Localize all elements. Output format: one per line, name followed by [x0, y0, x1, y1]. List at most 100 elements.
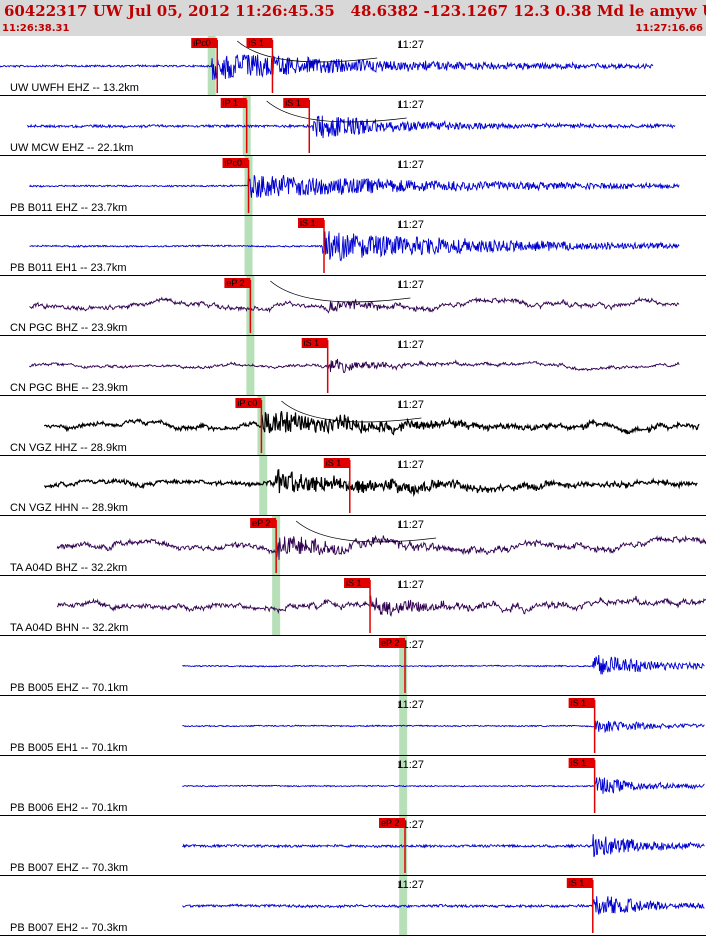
time-tick-label: 11:27 [397, 579, 424, 591]
station-label: PB B007 EHZ -- 70.3km [10, 862, 128, 874]
pick-flag [379, 638, 406, 648]
pick-flag [568, 758, 595, 768]
trace-panel: 11:27 iS 1 CN PGC BHE -- 23.9km [0, 338, 706, 396]
moveout-curve [266, 100, 407, 123]
header-bar: 60422317 UW Jul 05, 2012 11:26:45.35 48.… [0, 0, 706, 36]
waveform-trace [29, 296, 680, 314]
pick-label: iS 1 [571, 698, 587, 708]
time-tick-label: 11:27 [397, 339, 424, 351]
pick-label: iS 1 [304, 338, 320, 348]
pick-label: iS 1 [300, 218, 316, 228]
pick-flag [566, 878, 593, 888]
trace-panel: 11:27 eP 2 CN PGC BHZ -- 23.9km [0, 278, 706, 336]
trace-panel: 11:27 iS 1 PB B005 EH1 -- 70.1km [0, 698, 706, 756]
waveform-trace [182, 720, 705, 734]
pick-flag [250, 518, 277, 528]
pick-flag [191, 38, 218, 48]
pick-flag [379, 818, 406, 828]
trace-panel: 11:27 iPc0 PB B011 EHZ -- 23.7km [0, 158, 706, 216]
pick-flag [344, 578, 371, 588]
seismogram-panels: 11:27 iPc0 iS 1 UW UWFH EHZ -- 13.2km 11:27 i… [0, 36, 706, 936]
station-label: PB B005 EHZ -- 70.1km [10, 682, 128, 694]
pick-label: eP 2 [252, 518, 270, 528]
time-tick-label: 11:27 [397, 39, 424, 51]
pick-flag [301, 338, 328, 348]
station-label: TA A04D BHZ -- 32.2km [10, 562, 127, 574]
moveout-curve [236, 40, 378, 63]
pick-label: eP 2 [381, 818, 399, 828]
trace-panel: 11:27 iS 1 TA A04D BHN -- 32.2km [0, 578, 706, 636]
moveout-curve [295, 520, 437, 543]
pick-label: iS 1 [571, 758, 587, 768]
waveform-trace [182, 654, 705, 675]
trace-panel: 11:27 iS 1 CN VGZ HHN -- 28.9km [0, 458, 706, 516]
pick-label: iS 1 [326, 458, 342, 468]
station-label: PB B011 EHZ -- 23.7km [10, 202, 127, 214]
pick-label: iS 1 [346, 578, 362, 588]
pick-flag [224, 278, 251, 288]
trace-panel: 11:27 iPc0 iS 1 UW UWFH EHZ -- 13.2km [0, 38, 706, 96]
window-end-time: 11:27:16.66 [635, 23, 703, 34]
station-label: UW UWFH EHZ -- 13.2km [10, 82, 139, 94]
station-label: CN PGC BHZ -- 23.9km [10, 322, 127, 334]
predicted-arrival-band [399, 696, 408, 756]
time-tick-label: 11:27 [397, 459, 424, 471]
window-start-time: 11:26:38.31 [2, 23, 70, 34]
time-tick-label: 11:27 [397, 219, 424, 231]
waveform-trace [182, 776, 705, 794]
trace-panel: 11:27 iS 1 PB B007 EH2 -- 70.3km [0, 878, 706, 936]
waveform-trace [29, 358, 680, 374]
pick-label: iPc0 [225, 158, 243, 168]
moveout-curve [281, 400, 422, 423]
station-label: PB B006 EH2 -- 70.1km [10, 802, 127, 814]
pick-label: iP 1 [223, 98, 238, 108]
pick-flag [323, 458, 350, 468]
pick-flag [283, 98, 310, 108]
pick-flag [568, 698, 595, 708]
time-tick-label: 11:27 [397, 699, 424, 711]
time-tick-label: 11:27 [397, 159, 424, 171]
pick-flag [222, 158, 249, 168]
predicted-arrival-band [259, 456, 268, 516]
pick-flag [220, 98, 247, 108]
waveform-trace [56, 534, 706, 560]
moveout-curve [270, 280, 411, 303]
trace-panel: 11:27 iS 1 PB B006 EH2 -- 70.1km [0, 758, 706, 816]
pick-label: iS 1 [285, 98, 301, 108]
predicted-arrival-band [399, 876, 408, 936]
waveform-trace [44, 468, 698, 498]
station-label: TA A04D BHN -- 32.2km [10, 622, 128, 634]
time-tick-label: 11:27 [397, 879, 424, 891]
station-label: CN VGZ HHZ -- 28.9km [10, 442, 127, 454]
event-title: 60422317 UW Jul 05, 2012 11:26:45.35 48.… [4, 2, 706, 20]
trace-panel: 11:27 iP c0 CN VGZ HHZ -- 28.9km [0, 398, 706, 456]
pick-flag [246, 38, 273, 48]
time-tick-label: 11:27 [397, 279, 424, 291]
time-tick-label: 11:27 [397, 759, 424, 771]
waveform-trace [0, 54, 654, 80]
waveform-trace [182, 834, 705, 858]
time-tick-label: 11:27 [397, 399, 424, 411]
pick-label: eP 2 [381, 638, 399, 648]
station-label: PB B011 EH1 -- 23.7km [10, 262, 127, 274]
pick-label: eP 2 [226, 278, 244, 288]
station-label: CN PGC BHE -- 23.9km [10, 382, 128, 394]
pick-label: iPc0 [193, 38, 211, 48]
waveform-trace [182, 896, 705, 915]
pick-flag [298, 218, 325, 228]
trace-panel: 11:27 iS 1 PB B011 EH1 -- 23.7km [0, 218, 706, 276]
station-label: PB B005 EH1 -- 70.1km [10, 742, 127, 754]
waveform-trace [29, 231, 680, 262]
station-label: CN VGZ HHN -- 28.9km [10, 502, 128, 514]
time-tick-label: 11:27 [397, 99, 424, 111]
predicted-arrival-band [272, 576, 281, 636]
waveform-trace [27, 115, 676, 139]
pick-label: iS 1 [248, 38, 264, 48]
waveform-trace [56, 595, 706, 617]
pick-label: iP c0 [237, 398, 257, 408]
waveform-trace [43, 411, 700, 436]
pick-label: iS 1 [569, 878, 585, 888]
